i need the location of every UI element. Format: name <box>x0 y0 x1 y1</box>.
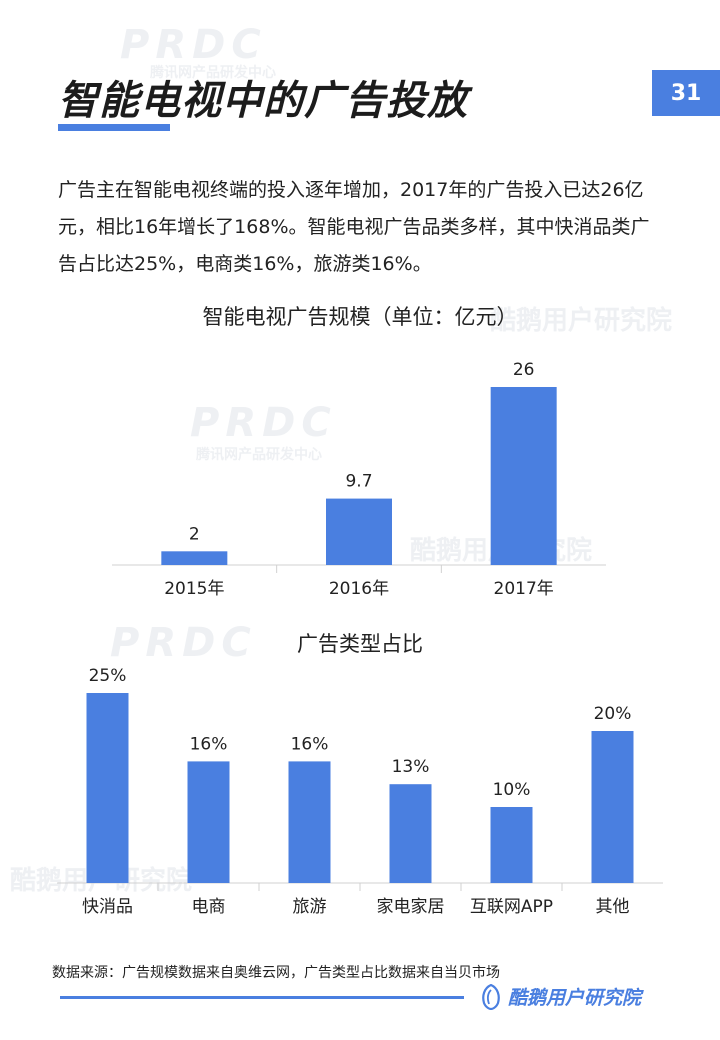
penguin-logo-icon <box>482 983 500 1010</box>
category-label: 2015年 <box>164 579 224 599</box>
data-label: 10% <box>493 780 531 800</box>
source-note: 数据来源：广告规模数据来自奥维云网，广告类型占比数据来自当贝市场 <box>52 965 500 981</box>
category-label: 电商 <box>192 897 226 917</box>
page-title: 智能电视中的广告投放 <box>58 78 468 124</box>
category-label: 家电家居 <box>377 897 445 917</box>
intro-paragraph: 广告主在智能电视终端的投入逐年增加，2017年的广告投入已达26亿元，相比16年… <box>58 179 650 275</box>
title-underline <box>58 124 170 131</box>
data-label: 13% <box>392 757 430 777</box>
category-label: 其他 <box>596 897 630 917</box>
data-label: 9.7 <box>345 472 372 492</box>
bar-旅游 <box>288 761 331 883</box>
category-label: 互联网APP <box>470 897 553 917</box>
data-label: 20% <box>594 704 632 724</box>
footer-brand-text: 酷鹅用户研究院 <box>508 987 642 1009</box>
bar-快消品 <box>86 693 129 883</box>
bar-其他 <box>591 731 634 883</box>
data-label: 16% <box>190 734 228 754</box>
ad-type-bar-chart: 广告类型占比 25% 快消品 16% 电商 16% 旅游 13% 家电家居 10% 互联网APP 20… <box>57 632 663 917</box>
data-label: 26 <box>513 360 535 380</box>
footer-divider <box>60 996 464 999</box>
chart-title: 广告类型占比 <box>297 632 423 656</box>
category-label: 2016年 <box>329 579 389 599</box>
ad-scale-bar-chart: 智能电视广告规模（单位：亿元） 2 2015年 9.7 2016年 26 2017年 <box>112 305 606 599</box>
bar-2016年 <box>326 498 392 565</box>
bar-电商 <box>187 761 230 883</box>
watermark-prdc: PRDC <box>120 22 267 68</box>
data-label: 25% <box>89 666 127 686</box>
footer-brand: 酷鹅用户研究院 <box>480 983 641 1010</box>
bar-2017年 <box>490 387 557 565</box>
data-label: 2 <box>189 524 200 544</box>
category-label: 旅游 <box>293 897 327 917</box>
category-label: 快消品 <box>82 897 133 917</box>
chart-title: 智能电视广告规模（单位：亿元） <box>203 305 518 329</box>
page-number-badge: 31 <box>652 70 720 116</box>
bar-互联网APP <box>490 807 533 883</box>
bar-家电家居 <box>389 784 432 883</box>
bar-2015年 <box>161 551 228 565</box>
category-label: 2017年 <box>494 579 554 599</box>
data-label: 16% <box>291 734 329 754</box>
